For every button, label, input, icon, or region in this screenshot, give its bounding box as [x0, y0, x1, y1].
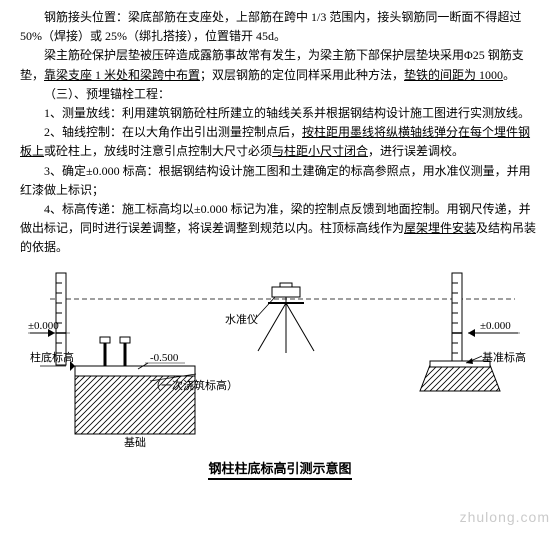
p2-underline-2: 垫铁的间距为 1000	[404, 68, 503, 82]
p4-text-b: 或砼柱上，放线时注意引点控制大尺寸必须	[44, 144, 272, 158]
caption-text: 钢柱柱底标高引测示意图	[208, 458, 351, 480]
label-first-pour: （一次浇筑标高）	[150, 378, 238, 392]
diagram-caption: 钢柱柱底标高引测示意图	[0, 458, 560, 480]
level-instrument	[258, 283, 314, 353]
document-body: 钢筋接头位置：梁底部筋在支座处，上部筋在跨中 1/3 范围内，接头钢筋同一断面不…	[0, 0, 560, 257]
p2-underline: 靠梁支座 1 米处和梁跨中布置	[44, 68, 200, 82]
label-zero-right: ±0.000	[480, 320, 511, 332]
label-zero-left: ±0.000	[28, 320, 59, 332]
para-1: 钢筋接头位置：梁底部筋在支座处，上部筋在跨中 1/3 范围内，接头钢筋同一断面不…	[20, 8, 540, 46]
p4-text-a: 2、轴线控制：在以大角作出引出测量控制点后，	[44, 125, 302, 139]
para-3: 1、测量放线：利用建筑钢筋砼柱所建立的轴线关系并根据钢结构设计施工图进行实测放线…	[20, 104, 540, 123]
para-6: 4、标高传递：施工标高均以±0.000 标记为准，梁的控制点反馈到地面控制。用钢…	[20, 200, 540, 258]
para-4: 2、轴线控制：在以大角作出引出测量控制点后，按柱距用墨线将纵横轴线弹分在每个埋件…	[20, 123, 540, 161]
zero-marker-right: ±0.000	[468, 320, 520, 337]
right-ruler	[452, 273, 462, 365]
diagram-container: ±0.000 基础 柱底标高 -0.500 （一次浇筑标高）	[20, 261, 540, 456]
para-2: 梁主筋砼保护层垫被压碎造成露筋事故常有发生，为梁主筋下部保护层垫块采用Φ25 钢…	[20, 46, 540, 84]
watermark: zhulong.com	[460, 509, 550, 525]
label-column-bottom: 柱底标高	[30, 350, 74, 364]
p6-underline: 屋架埋件安装	[404, 221, 476, 235]
para-5: 3、确定±0.000 标高：根据钢结构设计施工图和土建确定的标高参照点，用水准仪…	[20, 162, 540, 200]
level-leader	[255, 297, 275, 319]
right-pedestal	[420, 361, 500, 391]
label-benchmark: 基准标高	[482, 350, 526, 364]
heading-3: （三）、预埋锚栓工程：	[20, 85, 540, 104]
p4-underline-2: 与柱距小尺寸闭合	[272, 144, 368, 158]
p4-text-c: ，进行误差调校。	[368, 144, 464, 158]
p2-text-d: 。	[503, 68, 515, 82]
label-level: 水准仪	[225, 313, 258, 326]
label-neg05: -0.500	[150, 352, 179, 364]
label-foundation: 基础	[124, 436, 146, 449]
p2-text-b: ；双层钢筋的定位同样采用此种方法，	[200, 68, 404, 82]
diagram-svg: ±0.000 基础 柱底标高 -0.500 （一次浇筑标高）	[20, 261, 540, 456]
